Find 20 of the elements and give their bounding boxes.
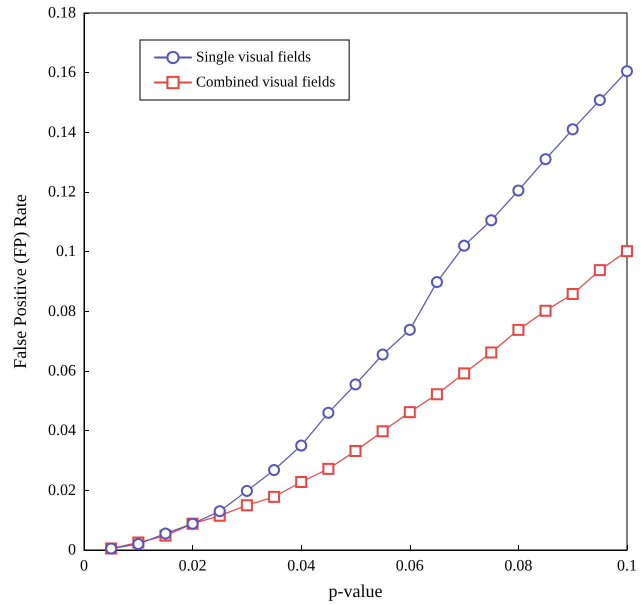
y-tick-label: 0.06 xyxy=(48,362,76,380)
y-tick-label: 0.18 xyxy=(48,4,76,22)
y-tick-label: 0.02 xyxy=(48,482,76,499)
y-tick-label: 0.16 xyxy=(48,64,76,82)
x-tick-label: 0.08 xyxy=(504,558,532,574)
x-axis-title: p-value xyxy=(328,581,382,601)
y-tick-label: 0.08 xyxy=(48,302,76,320)
y-tick-label: 0.12 xyxy=(48,184,76,200)
x-tick-label: 0.06 xyxy=(396,558,424,574)
y-tick-label: 0 xyxy=(68,542,76,558)
y-tick-label: 0.14 xyxy=(48,124,76,141)
x-tick-label: 0.02 xyxy=(178,558,207,574)
legend-label: Single visual fields xyxy=(196,50,312,66)
y-axis-title: False Positive (FP) Rate xyxy=(10,194,30,369)
x-tick-label: 0.1 xyxy=(617,558,637,574)
x-tick-label: 0 xyxy=(80,558,88,574)
legend-label: Combined visual fields xyxy=(196,74,336,90)
y-tick-label: 0.1 xyxy=(56,243,76,260)
y-tick-label: 0.04 xyxy=(48,422,76,440)
x-tick-label: 0.04 xyxy=(287,558,316,574)
